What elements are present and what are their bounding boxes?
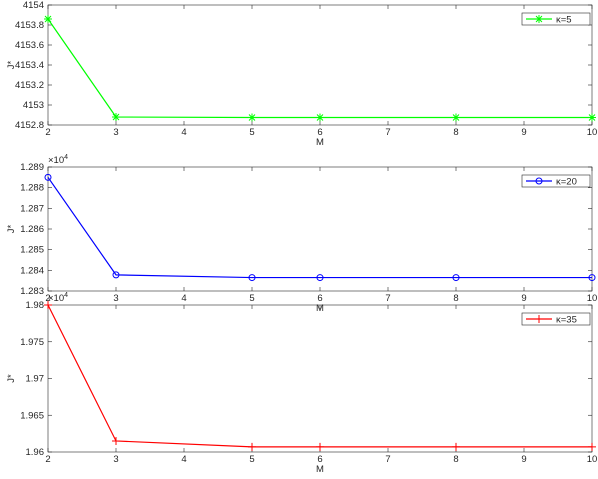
y-tick-label: 1.285 (20, 245, 44, 256)
data-line (47, 18, 592, 119)
y-tick-label: 4153.2 (15, 80, 44, 91)
axes-box (47, 166, 593, 292)
y-tick-label: 1.283 (20, 286, 44, 297)
x-tick-label: 5 (249, 127, 254, 138)
x-tick-label: 2 (45, 293, 50, 304)
legend-label: κ=35 (556, 315, 577, 326)
x-axis-label: M (316, 464, 324, 474)
marker (44, 15, 52, 23)
marker (316, 113, 324, 122)
axes-box (47, 4, 593, 126)
x-tick-label: 2 (45, 454, 50, 465)
y-tick-label: 1.288 (20, 183, 44, 194)
x-tick-label: 9 (521, 293, 526, 304)
y-scale-base: ×10 (48, 293, 64, 304)
y-tick-label: 1.98 (26, 300, 45, 311)
x-tick-label: 5 (249, 454, 254, 465)
y-tick-label: 1.975 (20, 337, 44, 348)
legend-label: κ=5 (556, 15, 572, 26)
y-scale-base: ×10 (48, 155, 64, 166)
marker (316, 274, 324, 282)
y-scale: ×104 (48, 154, 68, 166)
marker (316, 442, 324, 451)
y-tick-label: 1.287 (20, 203, 44, 214)
y-tick-label: 4153 (23, 100, 44, 111)
x-tick-label: 8 (453, 293, 458, 304)
y-axis-label: J* (6, 60, 17, 69)
x-tick-label: 2 (45, 127, 50, 138)
marker (535, 15, 543, 23)
x-tick-label: 6 (317, 293, 322, 304)
marker (112, 113, 120, 121)
marker (588, 113, 596, 122)
x-tick-label: 8 (453, 127, 458, 138)
x-tick-label: 4 (181, 293, 186, 304)
y-tick-label: 4153.4 (15, 60, 44, 71)
data-line (47, 304, 592, 448)
marker (452, 274, 460, 282)
marker (452, 442, 460, 451)
y-tick-label: 1.284 (20, 265, 44, 276)
marker (452, 113, 460, 122)
marker (248, 113, 256, 122)
y-tick-label: 1.289 (20, 162, 44, 173)
x-tick-label: 4 (181, 454, 186, 465)
y-axis-label: J* (6, 224, 17, 233)
y-tick-label: 4154 (23, 0, 44, 11)
y-tick-label: 1.97 (26, 374, 45, 385)
x-axis-label: M (316, 137, 324, 148)
y-tick-label: 1.965 (20, 410, 44, 421)
marker (248, 274, 256, 282)
marker (44, 301, 52, 309)
marker (588, 274, 596, 282)
y-tick-label: 1.96 (26, 447, 45, 458)
y-scale-power: 4 (64, 154, 68, 161)
y-tick-label: 4152.8 (15, 120, 44, 131)
marker (44, 173, 52, 181)
marker (248, 442, 256, 451)
x-tick-label: 7 (385, 127, 390, 138)
y-tick-label: 1.286 (20, 224, 44, 235)
x-tick-label: 9 (521, 127, 526, 138)
marker (588, 442, 596, 451)
x-tick-label: 10 (587, 127, 598, 138)
x-tick-label: 9 (521, 454, 526, 465)
x-tick-label: 7 (385, 293, 390, 304)
data-line (47, 176, 592, 279)
y-scale-power: 4 (64, 292, 68, 299)
x-tick-label: 6 (317, 454, 322, 465)
axes-box (47, 304, 593, 453)
x-tick-label: 6 (317, 127, 322, 138)
x-tick-label: 7 (385, 454, 390, 465)
marker (535, 177, 543, 185)
y-tick-label: 4153.8 (15, 20, 44, 31)
legend-label: κ=20 (556, 177, 577, 188)
marker (112, 271, 120, 279)
x-tick-label: 5 (249, 293, 254, 304)
x-tick-label: 10 (587, 293, 598, 304)
x-tick-label: 10 (587, 454, 598, 465)
x-tick-label: 3 (113, 293, 118, 304)
y-axis-label: J* (6, 374, 17, 383)
y-tick-label: 4153.6 (15, 40, 44, 51)
y-scale: ×104 (48, 292, 68, 304)
x-tick-label: 8 (453, 454, 458, 465)
x-tick-label: 3 (113, 127, 118, 138)
x-tick-label: 4 (181, 127, 186, 138)
marker (112, 436, 120, 445)
marker (535, 315, 543, 323)
x-tick-label: 3 (113, 454, 118, 465)
